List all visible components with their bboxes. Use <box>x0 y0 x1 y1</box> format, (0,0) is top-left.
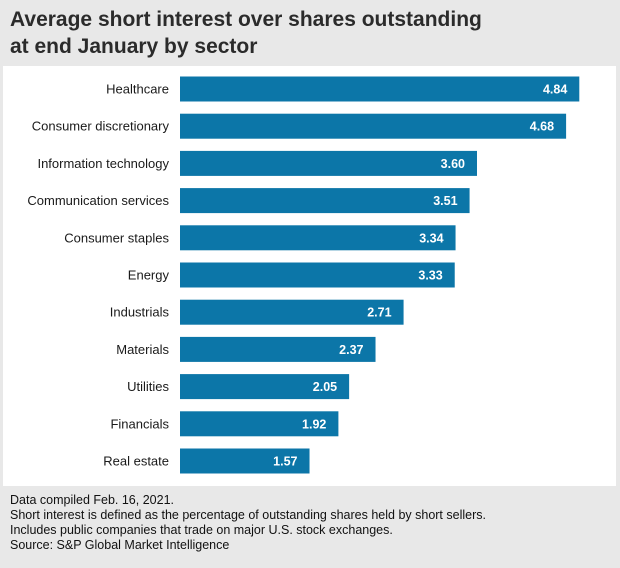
value-label-healthcare: 4.84 <box>543 83 567 97</box>
bar-communication-services <box>180 188 470 214</box>
bar-consumer-staples <box>180 225 456 251</box>
value-label-materials: 2.37 <box>339 343 363 357</box>
footer-source: Source: S&P Global Market Intelligence <box>10 538 230 552</box>
footer-date-note: Data compiled Feb. 16, 2021. <box>10 493 174 507</box>
value-label-utilities: 2.05 <box>313 380 337 394</box>
category-label-consumer-staples: Consumer staples <box>64 230 169 245</box>
bar-healthcare <box>180 76 580 102</box>
footer-definition-note: Short interest is defined as the percent… <box>10 508 486 522</box>
chart-title-line-2: at end January by sector <box>10 35 258 58</box>
category-label-communication-services: Communication services <box>27 193 169 208</box>
bar-consumer-discretionary <box>180 113 567 139</box>
chart-footer: Data compiled Feb. 16, 2021. Short inter… <box>10 493 615 553</box>
bar-real-estate <box>180 448 310 474</box>
footer-scope-note: Includes public companies that trade on … <box>10 523 393 537</box>
category-label-real-estate: Real estate <box>103 454 169 469</box>
category-label-information-technology: Information technology <box>37 156 169 171</box>
bar-chart: Healthcare 4.84 Consumer discretionary 4.68… <box>27 76 580 474</box>
bar-energy <box>180 262 455 288</box>
value-label-energy: 3.33 <box>418 269 442 283</box>
category-label-materials: Materials <box>116 342 169 357</box>
bar-utilities <box>180 374 350 400</box>
category-label-industrials: Industrials <box>110 305 170 320</box>
category-label-financials: Financials <box>110 416 169 431</box>
value-label-financials: 1.92 <box>302 417 326 431</box>
category-label-consumer-discretionary: Consumer discretionary <box>32 119 170 134</box>
value-label-information-technology: 3.60 <box>441 157 465 171</box>
value-label-communication-services: 3.51 <box>433 194 457 208</box>
category-label-energy: Energy <box>128 268 170 283</box>
chart-title-line-1: Average short interest over shares outst… <box>10 8 482 31</box>
bar-information-technology <box>180 150 477 176</box>
bar-financials <box>180 411 339 437</box>
value-label-real-estate: 1.57 <box>273 455 297 469</box>
bar-industrials <box>180 299 404 325</box>
bar-materials <box>180 336 376 362</box>
value-label-consumer-staples: 3.34 <box>419 231 443 245</box>
category-label-healthcare: Healthcare <box>106 82 169 97</box>
value-label-consumer-discretionary: 4.68 <box>530 120 554 134</box>
chart-title: Average short interest over shares outst… <box>10 6 610 60</box>
category-label-utilities: Utilities <box>127 379 169 394</box>
value-label-industrials: 2.71 <box>367 306 391 320</box>
chart-panel: Healthcare 4.84 Consumer discretionary 4.68… <box>3 66 616 486</box>
